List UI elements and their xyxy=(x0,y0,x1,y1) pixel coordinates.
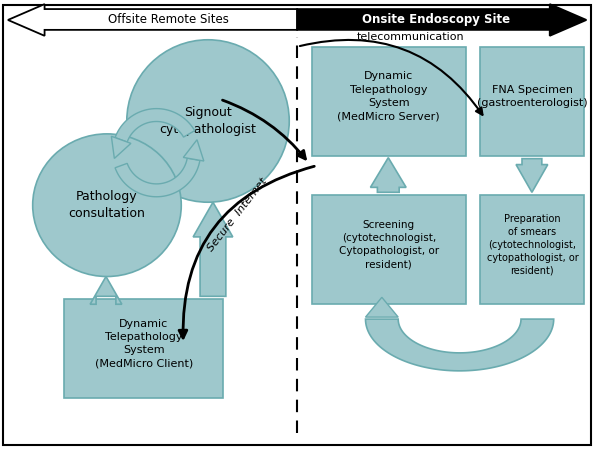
Text: Secure  Internet: Secure Internet xyxy=(206,176,269,254)
Polygon shape xyxy=(115,108,194,142)
Ellipse shape xyxy=(127,40,289,202)
FancyBboxPatch shape xyxy=(312,47,466,156)
FancyArrowPatch shape xyxy=(223,100,305,159)
Text: Offsite Remote Sites: Offsite Remote Sites xyxy=(108,14,229,27)
Text: telecommunication: telecommunication xyxy=(356,32,464,42)
Text: Preparation
of smears
(cytotechnologist,
cytopathologist, or
resident): Preparation of smears (cytotechnologist,… xyxy=(487,214,578,275)
FancyBboxPatch shape xyxy=(312,195,466,304)
Polygon shape xyxy=(297,4,586,36)
FancyBboxPatch shape xyxy=(3,5,592,445)
Polygon shape xyxy=(90,276,122,304)
FancyBboxPatch shape xyxy=(481,195,584,304)
Polygon shape xyxy=(8,4,297,36)
Text: Dynamic
Telepathology
System
(MedMicro Client): Dynamic Telepathology System (MedMicro C… xyxy=(95,319,193,369)
Polygon shape xyxy=(370,158,406,192)
Text: Pathology
consultation: Pathology consultation xyxy=(68,190,145,220)
FancyBboxPatch shape xyxy=(481,47,584,156)
FancyArrowPatch shape xyxy=(300,40,482,115)
Polygon shape xyxy=(184,140,204,161)
Text: Signout
cytopathologist: Signout cytopathologist xyxy=(160,106,256,136)
Polygon shape xyxy=(193,202,233,296)
FancyArrowPatch shape xyxy=(179,166,314,338)
Polygon shape xyxy=(112,136,131,158)
Text: FNA Specimen
(gastroenterologist): FNA Specimen (gastroenterologist) xyxy=(477,85,588,108)
Polygon shape xyxy=(115,158,200,197)
Text: Dynamic
Telepathology
System
(MedMicro Server): Dynamic Telepathology System (MedMicro S… xyxy=(337,72,440,121)
Ellipse shape xyxy=(32,134,181,276)
Polygon shape xyxy=(365,319,554,371)
Polygon shape xyxy=(516,159,548,192)
Polygon shape xyxy=(365,297,398,317)
FancyBboxPatch shape xyxy=(64,299,223,398)
Text: Onsite Endoscopy Site: Onsite Endoscopy Site xyxy=(362,14,510,27)
Text: Screening
(cytotechnologist,
Cytopathologist, or
resident): Screening (cytotechnologist, Cytopatholo… xyxy=(339,220,439,270)
